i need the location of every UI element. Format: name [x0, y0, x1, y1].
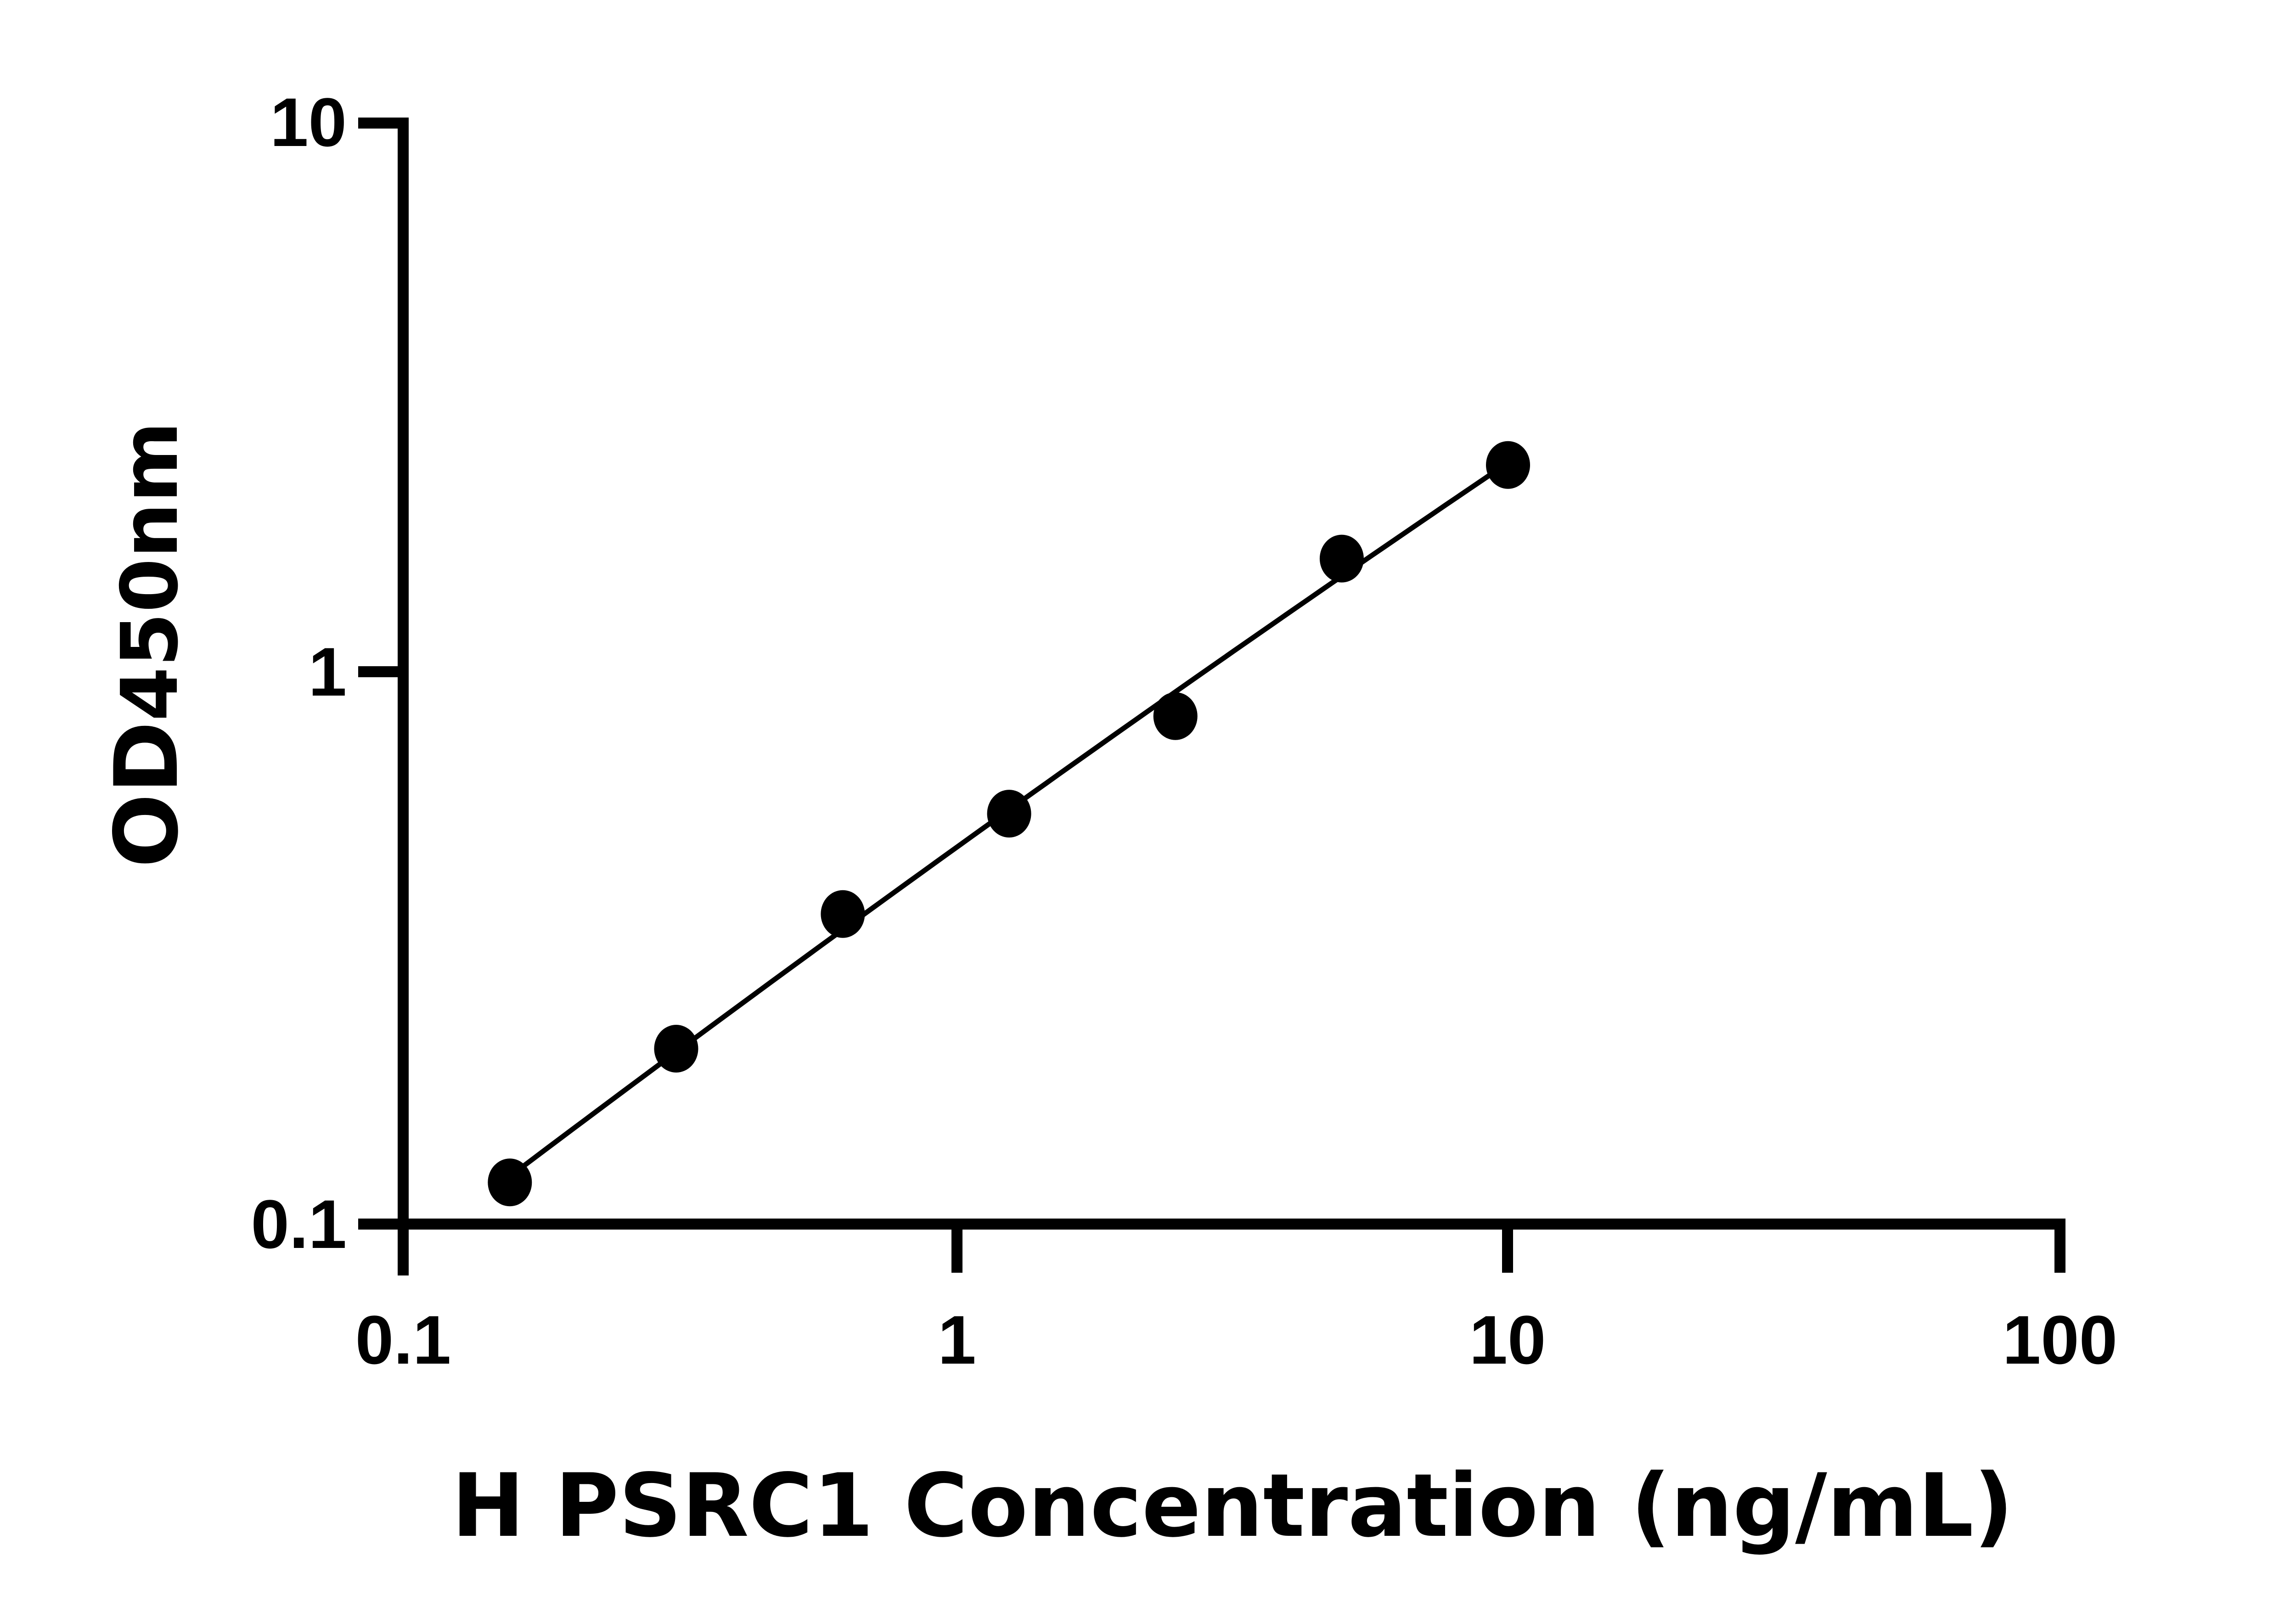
y-tick-label-1: 1	[309, 633, 347, 710]
svg-text:OD450nm: OD450nm	[96, 421, 197, 868]
y-tick-label-0.1: 0.1	[251, 1185, 347, 1263]
data-point	[1486, 441, 1530, 489]
data-point	[654, 1025, 698, 1073]
y-axis: 10 1 0.1	[251, 84, 409, 1275]
data-point	[1153, 692, 1198, 740]
y-axis-title: OD450nm	[96, 421, 197, 868]
data-point	[488, 1158, 532, 1207]
y-axis-title-main: OD	[96, 721, 197, 868]
x-tick-label-10: 10	[1469, 1301, 1546, 1378]
y-axis-title-sub: 450nm	[105, 421, 196, 721]
x-axis-title: H PSRC1 Concentration (ng/mL)	[451, 1455, 2013, 1556]
data-points	[488, 441, 1530, 1207]
x-tick-label-100: 100	[2003, 1301, 2117, 1378]
x-axis: 0.1 1 10 100	[355, 1219, 2117, 1378]
x-tick-label-0.1: 0.1	[355, 1301, 451, 1378]
data-point	[987, 790, 1031, 838]
y-tick-label-10: 10	[270, 84, 347, 161]
data-point	[1319, 534, 1364, 583]
x-tick-label-1: 1	[938, 1301, 976, 1378]
data-point	[821, 890, 865, 938]
